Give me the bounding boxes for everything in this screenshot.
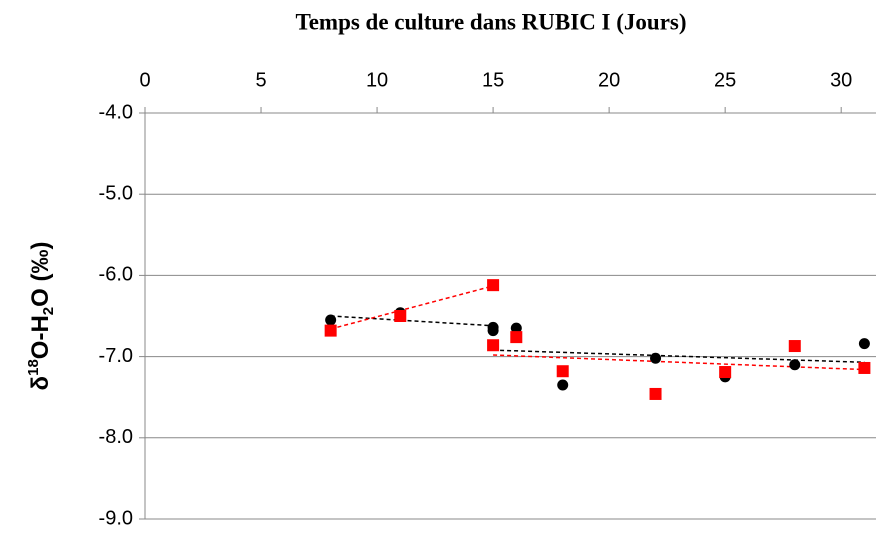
x-tick-label: 25	[714, 69, 736, 91]
point	[324, 324, 337, 337]
x-tick-label: 15	[482, 69, 504, 91]
y-tick-label: -8.0	[99, 426, 133, 448]
point	[789, 359, 801, 371]
y-label-part: O (‰)	[27, 242, 54, 307]
y-tick-label: -6.0	[99, 264, 133, 286]
point	[325, 314, 337, 326]
x-tick-label: 30	[830, 69, 852, 91]
point	[650, 352, 662, 364]
x-tick-label: 10	[366, 69, 388, 91]
point	[557, 379, 569, 391]
point	[556, 365, 569, 378]
trendline	[493, 349, 865, 364]
trendline	[493, 354, 865, 371]
y-tick-label: -4.0	[99, 101, 133, 123]
x-tick-label: 5	[255, 69, 266, 91]
point	[487, 279, 500, 292]
y-tick-label: -5.0	[99, 182, 133, 204]
y-tick-label: -9.0	[99, 507, 133, 529]
y-label-sup: 18	[25, 359, 42, 376]
y-axis-label: δ18O-H2O (‰)	[25, 242, 57, 391]
point	[719, 366, 732, 379]
point	[858, 361, 871, 374]
y-label-part: δ	[27, 376, 54, 391]
point	[394, 310, 407, 322]
point	[487, 325, 499, 337]
trendline	[330, 315, 494, 327]
point	[858, 338, 870, 350]
y-tick-label: -7.0	[99, 345, 133, 367]
x-tick-label: 0	[139, 69, 150, 91]
trendline	[330, 285, 494, 330]
x-tick-label: 20	[598, 69, 620, 91]
point	[510, 322, 522, 334]
point	[649, 387, 662, 400]
y-label-sub: 2	[40, 307, 57, 315]
point	[788, 340, 801, 353]
y-label-part: O-H	[27, 315, 54, 359]
point	[487, 339, 500, 352]
point	[510, 331, 523, 344]
chart-title: Temps de culture dans RUBIC I (Jours)	[295, 9, 686, 34]
